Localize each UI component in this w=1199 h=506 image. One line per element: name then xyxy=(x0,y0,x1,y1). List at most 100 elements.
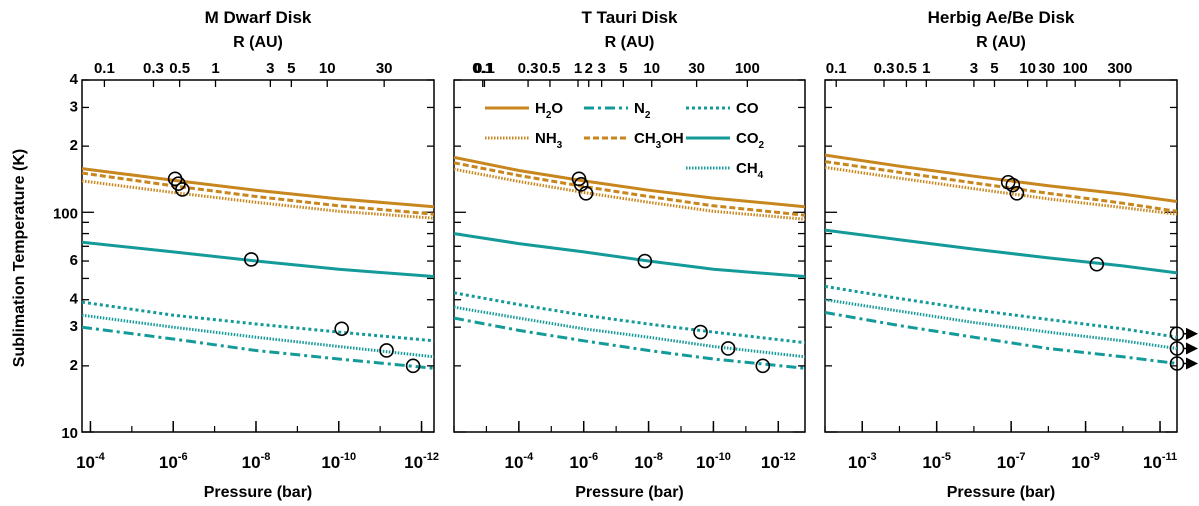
y-tick-label: 6 xyxy=(70,252,78,269)
plot-frame xyxy=(81,79,435,433)
legend-label: CO xyxy=(736,100,759,117)
top-axis-title: R (AU) xyxy=(976,34,1026,51)
top-tick-label: 0.3 xyxy=(143,60,164,77)
snowline-marker-nh3 xyxy=(573,177,589,192)
x-tick-label: 10-6 xyxy=(159,451,188,472)
y-tick-label: 4 xyxy=(70,71,79,88)
plot-frame xyxy=(824,79,1178,433)
panel-title: Herbig Ae/Be Disk xyxy=(928,8,1075,27)
snowline-marker-ch3oh xyxy=(578,186,594,201)
series-line-co xyxy=(82,300,434,343)
snowline-marker-co2 xyxy=(637,253,653,269)
series-group xyxy=(454,155,805,370)
x-axis-title: Pressure (bar) xyxy=(947,484,1056,501)
top-tick-label: 10 xyxy=(319,60,336,77)
snowline-marker-co2 xyxy=(243,252,259,267)
x-tick-label: 10-10 xyxy=(321,451,356,472)
top-tick-label: 5 xyxy=(619,60,627,77)
series-line-co2 xyxy=(82,240,434,278)
x-tick-label: 10-10 xyxy=(696,451,731,472)
legend-entry-nh3: NH3 xyxy=(485,130,563,151)
snowline-marker-ch4 xyxy=(379,343,394,358)
series-line-nh3 xyxy=(454,167,805,221)
top-tick-label: 30 xyxy=(1038,60,1055,77)
series-line-h2o xyxy=(454,155,805,209)
y-tick-label: 3 xyxy=(70,318,78,335)
series-group xyxy=(82,167,434,370)
top-tick-label: 0.1 xyxy=(94,60,115,77)
legend-label: H2O xyxy=(535,100,563,121)
series-line-ch4 xyxy=(82,313,434,359)
snowline-marker-n2 xyxy=(405,358,421,374)
top-tick-label: 1 xyxy=(211,60,219,77)
top-tick-label: 5 xyxy=(990,60,998,77)
snowline-marker-nh3 xyxy=(1005,177,1021,193)
snowline-marker-co2 xyxy=(1089,256,1105,272)
x-tick-label: 10-11 xyxy=(1143,451,1177,472)
panel-3: Herbig Ae/Be Disk R (AU) Pressure (bar) 10-… xyxy=(824,8,1198,501)
x-tick-label: 10-8 xyxy=(242,451,271,472)
top-tick-label: 0.3 xyxy=(874,60,895,77)
legend-entry-h2o: H2O xyxy=(485,100,563,121)
snowline-marker-ch3oh xyxy=(175,182,190,197)
series-line-h2o xyxy=(825,153,1177,203)
panel-title: T Tauri Disk xyxy=(581,8,678,27)
series-line-ch3oh xyxy=(825,160,1177,213)
series-line-ch4 xyxy=(825,298,1177,350)
top-tick-label: 0.5 xyxy=(169,60,190,77)
series-line-co xyxy=(454,291,805,345)
legend-label: CH4 xyxy=(736,160,764,181)
top-axis-title: R (AU) xyxy=(605,34,655,51)
x-tick-label: 10-3 xyxy=(848,451,877,472)
y-tick-label: 2 xyxy=(70,137,78,154)
top-tick-label: 0.1 xyxy=(472,60,493,77)
top-tick-label: 0.5 xyxy=(540,60,561,77)
legend-entry-n2: N2 xyxy=(584,100,651,121)
series-line-co2 xyxy=(825,228,1177,275)
y-tick-label: 2 xyxy=(70,357,78,374)
y-tick-label: 10 xyxy=(61,425,78,442)
legend-entry-co2: CO2 xyxy=(686,130,765,151)
legend-entry-ch4: CH4 xyxy=(686,160,764,181)
x-tick-label: 10-12 xyxy=(761,451,796,472)
series-line-nh3 xyxy=(825,165,1177,216)
top-tick-label: 100 xyxy=(1063,60,1088,77)
legend-entry-ch3oh: CH3OH xyxy=(584,130,684,151)
x-axis-title: Pressure (bar) xyxy=(204,484,313,501)
x-tick-label: 10-7 xyxy=(997,451,1026,472)
panel-1: M Dwarf Disk R (AU) Pressure (bar) 10-4 10-6… xyxy=(53,8,439,501)
top-tick-label: 1 xyxy=(574,60,582,77)
x-tick-label: 10-8 xyxy=(634,451,663,472)
x-tick-label: 10-4 xyxy=(505,451,535,472)
series-line-h2o xyxy=(82,167,434,209)
top-tick-label: 30 xyxy=(688,60,705,77)
top-tick-label: 30 xyxy=(376,60,393,77)
series-line-ch3oh xyxy=(82,171,434,216)
top-tick-label: 3 xyxy=(266,60,274,77)
snowline-marker-ch3oh xyxy=(1009,186,1025,201)
legend-label: NH3 xyxy=(535,130,563,151)
y-tick-label: 4 xyxy=(70,291,79,308)
legend: H2O N2 CO NH3 CH3OH CO2 CH4 xyxy=(485,100,765,181)
y-tick-label: 3 xyxy=(70,98,78,115)
x-tick-label: 10-6 xyxy=(569,451,598,472)
top-tick-label: 100 xyxy=(735,60,760,77)
snowline-marker-ch4 xyxy=(720,341,736,356)
plot-frame xyxy=(453,79,806,433)
panels: M Dwarf Disk R (AU) Pressure (bar) 10-4 10-6… xyxy=(53,8,1198,501)
legend-label: N2 xyxy=(634,100,651,121)
x-axis-title: Pressure (bar) xyxy=(575,484,684,501)
series-line-n2 xyxy=(82,325,434,370)
x-tick-label: 10-5 xyxy=(922,451,951,472)
snowline-marker-n2 xyxy=(755,358,771,374)
x-tick-label: 10-4 xyxy=(76,451,106,472)
top-tick-label: 0.5 xyxy=(896,60,917,77)
top-tick-label: 10 xyxy=(643,60,660,77)
panel-2: T Tauri Disk R (AU) Pressure (bar) 10-4 10-6… xyxy=(453,8,806,501)
top-tick-label: 2 xyxy=(585,60,593,77)
top-tick-label: 1 xyxy=(922,60,930,77)
snowline-marker-co xyxy=(693,324,708,340)
series-line-nh3 xyxy=(82,179,434,220)
top-tick-label: 0.3 xyxy=(518,60,539,77)
